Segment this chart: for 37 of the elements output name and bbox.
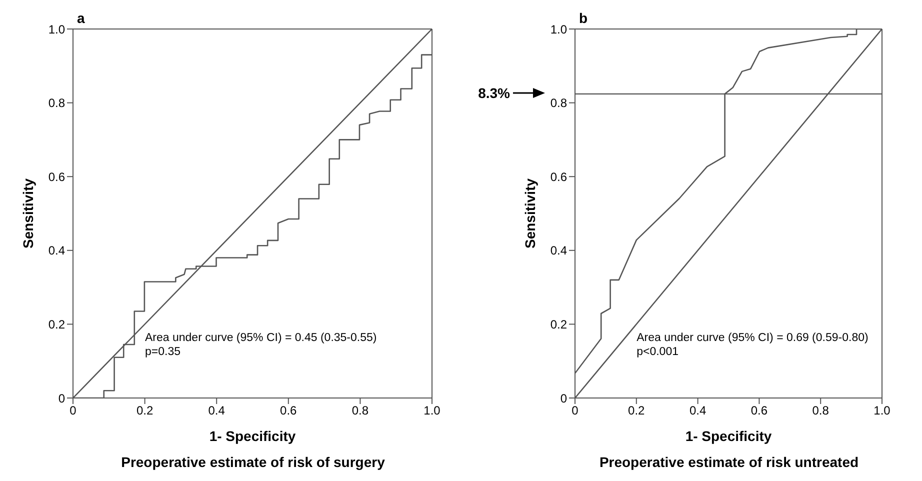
y-tick-label: 0.6 bbox=[550, 170, 568, 184]
annotation: Area under curve (95% CI) = 0.45 (0.35-0.55) bbox=[145, 331, 377, 346]
y-tick-label: 1.0 bbox=[550, 22, 568, 36]
y-tick-label: 0.2 bbox=[48, 317, 66, 332]
y-tick-label: 0.8 bbox=[550, 96, 568, 110]
text: Preoperative estimate of risk untreated bbox=[598, 454, 860, 470]
y-tick-label: 0.4 bbox=[48, 244, 66, 258]
y-axis-title: Sensitivity bbox=[522, 178, 538, 249]
annotation: p=0.35 bbox=[145, 345, 182, 360]
y-tick-label: 0.8 bbox=[48, 96, 66, 110]
x-tick-label: 0 bbox=[572, 404, 579, 418]
chart-title: b bbox=[579, 10, 588, 26]
annotation: p<0.001 bbox=[636, 345, 680, 360]
x-tick-label: 0.6 bbox=[750, 404, 768, 418]
x-tick-label: 0 bbox=[70, 404, 77, 418]
y-tick-label: 0 bbox=[58, 391, 66, 406]
y-tick-label: 0.6 bbox=[48, 170, 66, 184]
y-tick-label: 0.2 bbox=[550, 317, 568, 332]
text: 8.3% bbox=[478, 85, 510, 102]
y-tick-label: 1.0 bbox=[48, 22, 66, 36]
x-tick-label: 1.0 bbox=[874, 404, 891, 418]
x-tick-label: 0.4 bbox=[208, 404, 226, 418]
x-tick-label: 0.2 bbox=[136, 404, 154, 418]
x-tick-label: 0.4 bbox=[689, 404, 706, 418]
text: Preoperative estimate of risk of surgery bbox=[120, 454, 386, 470]
x-tick-label: 0.8 bbox=[352, 404, 369, 418]
x-axis-title: 1- Specificity bbox=[685, 428, 772, 444]
x-axis-title: 1- Specificity bbox=[209, 428, 296, 444]
x-tick-label: 0.6 bbox=[280, 404, 298, 418]
annotation: Area under curve (95% CI) = 0.69 (0.59-0.80) bbox=[636, 331, 868, 346]
x-tick-label: 0.8 bbox=[812, 404, 830, 418]
y-tick-label: 0.4 bbox=[550, 244, 568, 258]
y-axis-title: Sensitivity bbox=[20, 178, 36, 249]
x-tick-label: 0.2 bbox=[628, 404, 646, 418]
x-tick-label: 1.0 bbox=[424, 404, 441, 418]
chart-title: a bbox=[77, 10, 85, 26]
y-tick-label: 0 bbox=[560, 391, 568, 406]
